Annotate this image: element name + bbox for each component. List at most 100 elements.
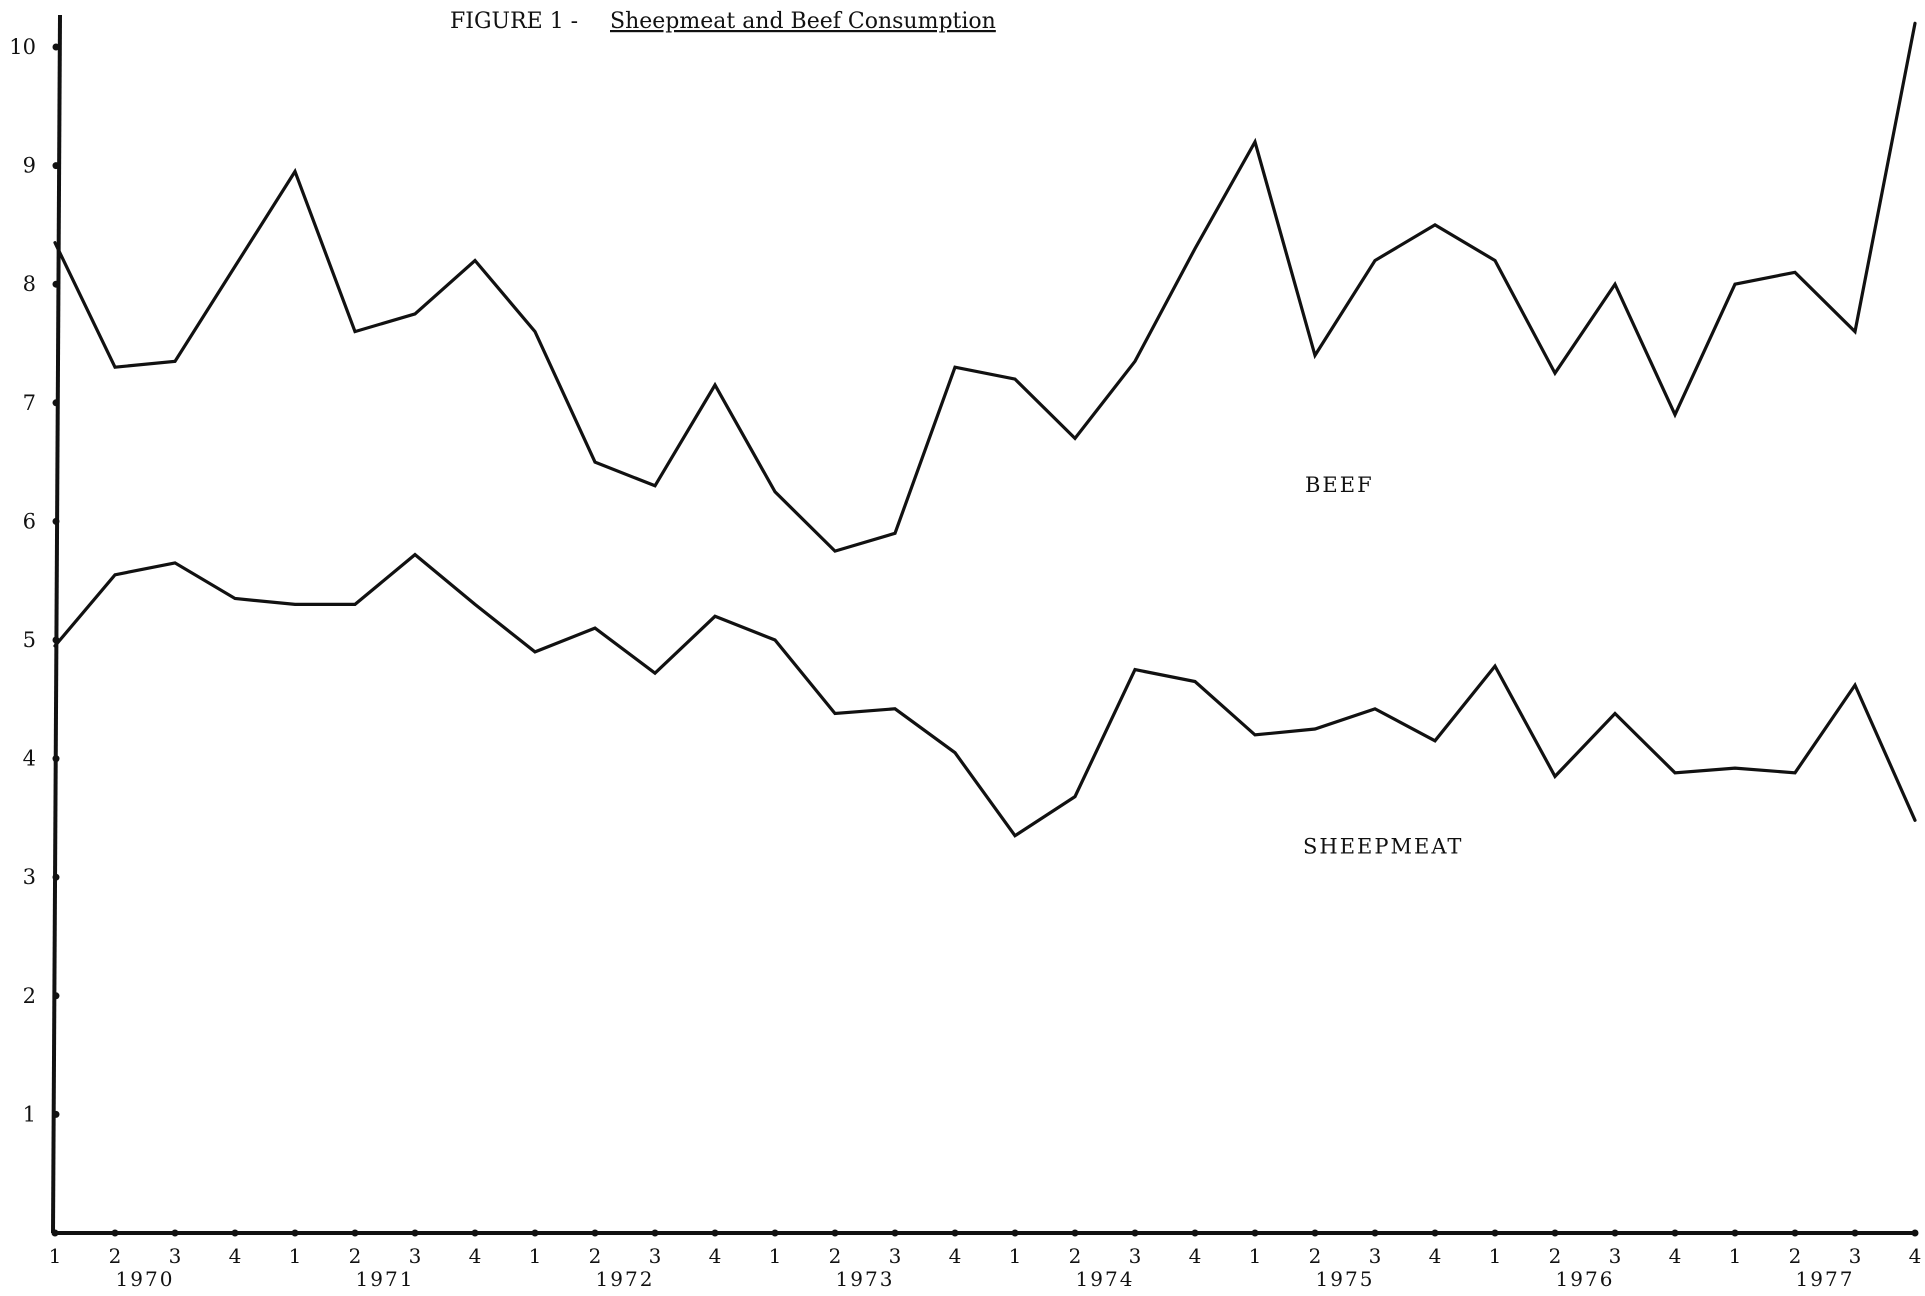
chart-title-text: Sheepmeat and Beef Consumption: [610, 9, 996, 34]
x-year-label: 1970: [116, 1267, 175, 1291]
y-tick-label: 10: [9, 35, 36, 59]
x-tick-mark: [111, 1229, 119, 1237]
x-tick-label: 3: [1129, 1244, 1142, 1268]
x-tick-label: 2: [589, 1244, 602, 1268]
x-tick-label: 2: [1549, 1244, 1562, 1268]
y-tick-label: 3: [23, 865, 36, 889]
x-tick-mark: [1671, 1229, 1679, 1237]
x-tick-label: 4: [1669, 1244, 1682, 1268]
x-year-label: 1971: [356, 1267, 415, 1291]
y-tick-mark: [52, 280, 60, 288]
x-tick-mark: [651, 1229, 659, 1237]
x-tick-label: 1: [1009, 1244, 1022, 1268]
x-tick-mark: [1071, 1229, 1079, 1237]
x-tick-mark: [1191, 1229, 1199, 1237]
series-labels: BEEF SHEEPMEAT: [1303, 473, 1463, 859]
series-line-beef: [53, 21, 1917, 553]
y-tick-mark: [52, 1110, 60, 1118]
y-tick-mark: [52, 43, 60, 51]
x-tick-label: 3: [889, 1244, 902, 1268]
x-tick-mark: [291, 1229, 299, 1237]
x-tick-mark: [1311, 1229, 1319, 1237]
x-tick-label: 3: [1369, 1244, 1382, 1268]
x-tick-mark: [1251, 1229, 1259, 1237]
chart-title: FIGURE 1 - Sheepmeat and Beef Consumptio…: [450, 9, 996, 34]
x-tick-label: 2: [1069, 1244, 1082, 1268]
x-tick-mark: [951, 1229, 959, 1237]
x-tick-label: 2: [829, 1244, 842, 1268]
y-axis-ticks: 1 2 3 4 5 6 7 8 9 10: [9, 35, 60, 1126]
x-tick-label: 1: [289, 1244, 302, 1268]
x-tick-mark: [771, 1229, 779, 1237]
series-label-sheepmeat: SHEEPMEAT: [1303, 834, 1463, 858]
x-axis-ticks: 1 2 3 4 1 2 3 4 1 2 3 4 1 2 3 4 1 2 3 4 1 2 3 4 1 2 3 4 1 2 3 4: [49, 1229, 1922, 1268]
x-tick-mark: [591, 1229, 599, 1237]
y-tick-label: 6: [23, 509, 36, 533]
y-tick-label: 4: [23, 747, 36, 771]
x-year-label: 1974: [1076, 1267, 1135, 1291]
x-tick-mark: [1011, 1229, 1019, 1237]
x-tick-label: 4: [229, 1244, 242, 1268]
x-tick-mark: [1911, 1229, 1919, 1237]
x-tick-label: 1: [49, 1244, 62, 1268]
y-tick-label: 1: [23, 1102, 36, 1126]
series-label-beef: BEEF: [1305, 473, 1374, 497]
x-year-label: 1973: [836, 1267, 895, 1291]
y-tick-label: 9: [23, 154, 36, 178]
x-tick-mark: [1491, 1229, 1499, 1237]
x-tick-label: 3: [409, 1244, 422, 1268]
x-tick-mark: [1851, 1229, 1859, 1237]
x-year-label: 1976: [1556, 1267, 1615, 1291]
x-tick-label: 4: [1909, 1244, 1922, 1268]
x-tick-label: 4: [1189, 1244, 1202, 1268]
x-tick-mark: [1371, 1229, 1379, 1237]
x-tick-mark: [1731, 1229, 1739, 1237]
x-tick-mark: [471, 1229, 479, 1237]
x-tick-mark: [1131, 1229, 1139, 1237]
y-tick-mark: [52, 755, 60, 763]
x-tick-mark: [1551, 1229, 1559, 1237]
y-tick-mark: [52, 992, 60, 1000]
x-tick-label: 4: [709, 1244, 722, 1268]
x-tick-mark: [1611, 1229, 1619, 1237]
x-tick-mark: [51, 1229, 59, 1237]
x-year-label: 1975: [1316, 1267, 1375, 1291]
x-tick-label: 4: [949, 1244, 962, 1268]
series-lines: [53, 21, 1917, 838]
x-tick-mark: [531, 1229, 539, 1237]
chart-title-prefix: FIGURE 1 -: [450, 9, 578, 34]
y-tick-mark: [52, 399, 60, 407]
x-tick-label: 2: [1789, 1244, 1802, 1268]
x-tick-label: 1: [1249, 1244, 1262, 1268]
y-tick-label: 5: [23, 628, 36, 652]
x-tick-label: 1: [769, 1244, 782, 1268]
x-axis-year-labels: 1970 1971 1972 1973 1974 1975 1976 1977: [116, 1267, 1855, 1291]
x-tick-mark: [1431, 1229, 1439, 1237]
y-axis-line: [51, 14, 62, 1234]
x-tick-mark: [711, 1229, 719, 1237]
x-tick-label: 3: [169, 1244, 182, 1268]
x-tick-label: 4: [1429, 1244, 1442, 1268]
x-tick-label: 2: [349, 1244, 362, 1268]
y-tick-mark: [52, 873, 60, 881]
y-tick-mark: [52, 517, 60, 525]
x-tick-label: 2: [1309, 1244, 1322, 1268]
x-tick-label: 3: [1849, 1244, 1862, 1268]
x-year-label: 1977: [1796, 1267, 1855, 1291]
y-tick-mark: [52, 162, 60, 170]
x-tick-label: 1: [529, 1244, 542, 1268]
y-tick-label: 2: [23, 984, 36, 1008]
x-tick-label: 2: [109, 1244, 122, 1268]
x-tick-mark: [891, 1229, 899, 1237]
x-tick-mark: [1791, 1229, 1799, 1237]
x-tick-mark: [351, 1229, 359, 1237]
x-tick-label: 3: [1609, 1244, 1622, 1268]
x-tick-label: 1: [1729, 1244, 1742, 1268]
x-tick-mark: [231, 1229, 239, 1237]
y-tick-label: 7: [23, 391, 36, 415]
x-tick-label: 3: [649, 1244, 662, 1268]
y-tick-label: 8: [23, 272, 36, 296]
x-tick-mark: [171, 1229, 179, 1237]
